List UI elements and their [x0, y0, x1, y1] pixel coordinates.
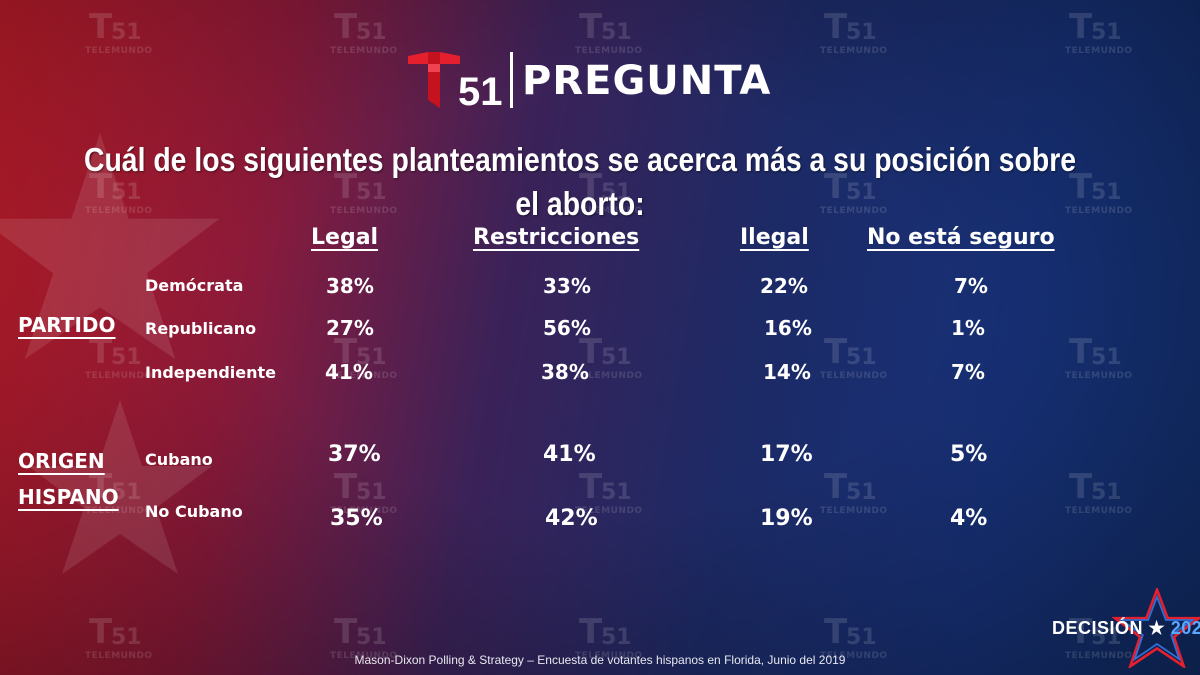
row-label-cubano: Cubano — [145, 450, 213, 469]
cell-cubano-legal: 37% — [328, 442, 381, 467]
header-title: PREGUNTA — [522, 58, 772, 104]
telemundo-watermark-icon: T 51 TELEMUNDO — [1065, 167, 1133, 216]
cell-no-cubano-restricciones: 42% — [545, 506, 598, 531]
telemundo-watermark-icon: T 51 TELEMUNDO — [575, 167, 643, 216]
cell-no-cubano-ilegal: 19% — [760, 506, 813, 531]
cell-republicano-legal: 27% — [326, 316, 374, 340]
telemundo-watermark-icon: T 51 TELEMUNDO — [85, 467, 153, 516]
cell-independiente-restricciones: 38% — [541, 360, 589, 384]
column-header-ilegal: Ilegal — [740, 225, 809, 250]
telemundo-watermark-icon: T 51 TELEMUNDO — [820, 467, 888, 516]
telemundo-watermark-icon: T 51 TELEMUNDO — [575, 332, 643, 381]
row-label-democrata: Demócrata — [145, 276, 244, 295]
telemundo-watermark-icon: T 51 TELEMUNDO — [1065, 467, 1133, 516]
cell-independiente-legal: 41% — [325, 360, 373, 384]
telemundo-watermark-icon: T 51 TELEMUNDO — [820, 167, 888, 216]
telemundo-watermark-icon: T 51 TELEMUNDO — [330, 7, 398, 56]
column-header-legal: Legal — [311, 225, 379, 250]
row-label-no-cubano: No Cubano — [145, 502, 243, 521]
cell-no-cubano-no-seguro: 4% — [950, 506, 988, 531]
telemundo-watermark-icon: T 51 TELEMUNDO — [85, 7, 153, 56]
telemundo-watermark-icon: T 51 TELEMUNDO — [330, 612, 398, 661]
telemundo-watermark-icon: T 51 TELEMUNDO — [575, 467, 643, 516]
star-outline-icon — [1112, 588, 1200, 668]
telemundo-watermark-icon: T 51 TELEMUNDO — [85, 332, 153, 381]
cell-democrata-ilegal: 22% — [760, 274, 808, 298]
background-star-icon — [28, 400, 212, 574]
cell-independiente-no-seguro: 7% — [951, 360, 985, 384]
cell-cubano-no-seguro: 5% — [950, 442, 988, 467]
telemundo-t-icon — [408, 52, 460, 108]
telemundo-logo: 51 — [406, 50, 503, 114]
telemundo-watermark-icon: T 51 TELEMUNDO — [1065, 332, 1133, 381]
telemundo-watermark-icon: T 51 TELEMUNDO — [330, 332, 398, 381]
cell-independiente-ilegal: 14% — [763, 360, 811, 384]
question-text: Cuál de los siguientes planteamientos se… — [83, 141, 1077, 222]
group-label-hispano: HISPANO — [18, 485, 119, 509]
group-label-partido: PARTIDO — [18, 313, 116, 337]
telemundo-watermark-icon: T 51 TELEMUNDO — [85, 167, 153, 216]
telemundo-watermark-icon: T 51 TELEMUNDO — [1065, 7, 1133, 56]
cell-republicano-restricciones: 56% — [543, 316, 591, 340]
telemundo-watermark-icon: T 51 TELEMUNDO — [820, 7, 888, 56]
row-label-republicano: Republicano — [145, 319, 257, 338]
cell-democrata-no-seguro: 7% — [954, 274, 988, 298]
logo-number: 51 — [458, 70, 503, 114]
telemundo-watermark-icon: T 51 TELEMUNDO — [575, 612, 643, 661]
decision-2020-badge: DECISIÓN ★ 2020 — [1050, 588, 1200, 668]
badge-word: DECISIÓN — [1052, 618, 1144, 638]
telemundo-watermark-icon: T 51 TELEMUNDO — [575, 7, 643, 56]
column-header-restricciones: Restricciones — [473, 225, 640, 250]
telemundo-watermark-icon: T 51 TELEMUNDO — [330, 467, 398, 516]
cell-no-cubano-legal: 35% — [330, 506, 383, 531]
badge-year: 2020 — [1170, 618, 1200, 638]
telemundo-watermark-icon: T 51 TELEMUNDO — [820, 332, 888, 381]
source-footer: Mason-Dixon Polling & Strategy – Encuest… — [354, 653, 846, 667]
badge-star-icon: ★ — [1148, 618, 1166, 638]
background-star-icon — [0, 133, 220, 360]
cell-democrata-restricciones: 33% — [543, 274, 591, 298]
cell-democrata-legal: 38% — [326, 274, 374, 298]
cell-cubano-restricciones: 41% — [543, 442, 596, 467]
telemundo-watermark-icon: T 51 TELEMUNDO — [820, 612, 888, 661]
telemundo-watermark-icon: T 51 TELEMUNDO — [330, 167, 398, 216]
badge-text: DECISIÓN ★ 2020 — [1052, 618, 1200, 639]
row-label-independiente: Independiente — [145, 363, 277, 382]
telemundo-watermark-icon: T 51 TELEMUNDO — [85, 612, 153, 661]
header-divider — [510, 52, 513, 108]
telemundo-watermark-icon: T 51 TELEMUNDO — [1065, 612, 1133, 661]
cell-cubano-ilegal: 17% — [760, 442, 813, 467]
cell-republicano-ilegal: 16% — [764, 316, 812, 340]
column-header-no-esta-seguro: No está seguro — [867, 225, 1055, 250]
group-label-origen: ORIGEN — [18, 449, 105, 473]
cell-republicano-no-seguro: 1% — [951, 316, 985, 340]
